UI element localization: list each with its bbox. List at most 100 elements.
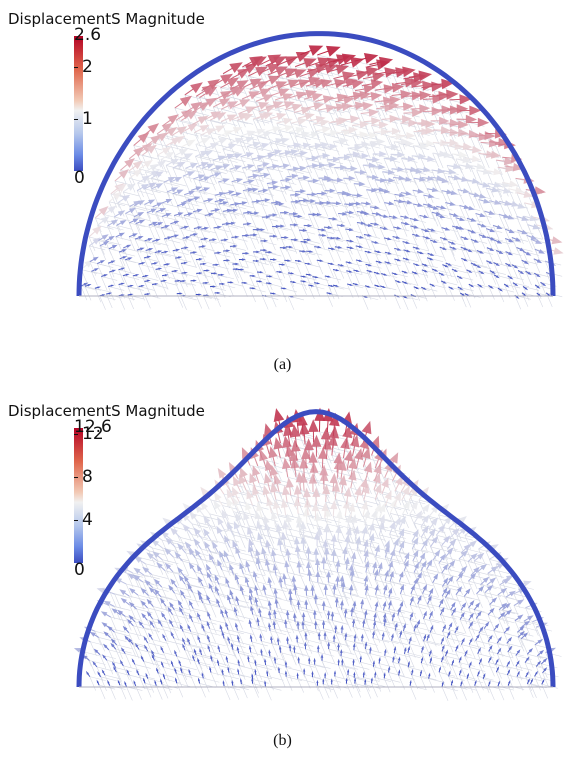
arrow-shaft (455, 177, 463, 180)
arrow-shaft (398, 546, 403, 553)
arrow-head (101, 234, 109, 240)
arrow-shaft (195, 90, 206, 97)
arrow-shaft (237, 202, 243, 205)
arrow-head (497, 240, 503, 244)
arrow-head (295, 52, 310, 62)
arrow-head (143, 677, 146, 682)
arrow-head (297, 412, 308, 426)
arrow-head (310, 199, 316, 204)
arrow-head (415, 263, 420, 266)
arrow-shaft (371, 241, 376, 243)
arrow-head (359, 235, 364, 239)
arrow-head (215, 263, 220, 266)
arrow-head (358, 245, 364, 248)
arrow-shaft (325, 448, 328, 460)
arrow-shaft (392, 71, 405, 74)
arrow-head (421, 560, 427, 568)
arrow-shaft (296, 543, 298, 551)
arrow-head (212, 238, 217, 242)
arrow-head (140, 655, 144, 660)
arrow-head (524, 287, 529, 291)
arrow-head (398, 540, 405, 549)
arrow-head (508, 238, 514, 243)
arrow-shaft (114, 668, 117, 673)
arrow-head (288, 643, 292, 648)
arrow-shaft (217, 165, 225, 169)
arrow-shaft (293, 459, 296, 471)
arrow-shaft (160, 226, 166, 229)
arrow-shaft (489, 600, 494, 605)
arrow-head (334, 596, 339, 603)
arrow-shaft (364, 545, 367, 553)
arrow-shaft (534, 272, 538, 276)
arrow-head (302, 250, 307, 253)
arrow-head (537, 639, 544, 644)
arrow-head (352, 151, 361, 158)
arrow-shaft (450, 682, 453, 686)
arrow-head (322, 484, 331, 495)
arrow-shaft (458, 671, 461, 676)
arrow-shaft (432, 152, 441, 155)
arrow-shaft (255, 473, 260, 484)
arrow-shaft (188, 546, 194, 553)
arrow-shaft (136, 186, 144, 192)
arrow-head (208, 212, 214, 217)
arrow-head (268, 649, 271, 654)
arrow-shaft (534, 248, 541, 252)
arrow-shaft (393, 544, 397, 551)
arrow-shaft (411, 542, 416, 549)
arrow-shaft (373, 481, 378, 491)
arrow-head (438, 91, 451, 101)
arrow-head (335, 524, 342, 534)
arrow-head (217, 659, 220, 663)
arrow-shaft (394, 626, 397, 631)
arrow-head (274, 598, 279, 604)
arrow-shaft (216, 579, 220, 585)
arrow-head (270, 635, 273, 641)
arrow-head (374, 241, 380, 244)
arrow-head (463, 543, 471, 551)
arrow-head (508, 229, 515, 234)
arrow-head (359, 120, 370, 129)
arrow-head (132, 233, 138, 237)
arrow-head (360, 477, 368, 489)
arrow-head (157, 160, 167, 168)
arrow-head (345, 677, 348, 681)
arrow-shaft (235, 610, 238, 616)
arrow-shaft (411, 671, 413, 676)
arrow-head (273, 437, 283, 450)
arrow-head (110, 638, 116, 644)
arrow-head (431, 106, 443, 116)
arrow-head (496, 666, 500, 670)
arrow-shaft (451, 611, 455, 616)
arrow-head (232, 208, 239, 213)
arrow-head (194, 548, 201, 556)
arrow-shaft (269, 504, 272, 513)
arrow-shaft (294, 167, 301, 170)
arrow-head (112, 269, 117, 273)
arrow-head (161, 122, 173, 133)
arrow-shaft (364, 224, 369, 226)
arrow-head (440, 205, 447, 210)
arrow-shaft (138, 570, 145, 576)
arrow-shaft (290, 83, 301, 88)
arrow-head (178, 256, 183, 259)
arrow-head (493, 181, 503, 188)
arrow-shaft (333, 237, 338, 239)
arrow-shaft (280, 179, 287, 181)
arrow-shaft (99, 242, 105, 247)
arrow-shaft (265, 493, 269, 502)
arrow-shaft (189, 671, 191, 676)
arrow-head (219, 98, 231, 107)
arrow-head (400, 584, 404, 591)
arrow-shaft (193, 176, 200, 180)
arrow-shaft (226, 625, 229, 630)
arrow-head (143, 636, 148, 641)
arrow-shaft (152, 590, 157, 596)
arrow-head (360, 221, 366, 225)
arrow-shaft (160, 155, 169, 160)
arrow-shaft (517, 628, 522, 633)
arrow-shaft (323, 146, 331, 148)
arrow-shaft (441, 591, 446, 597)
arrow-head (124, 158, 135, 168)
